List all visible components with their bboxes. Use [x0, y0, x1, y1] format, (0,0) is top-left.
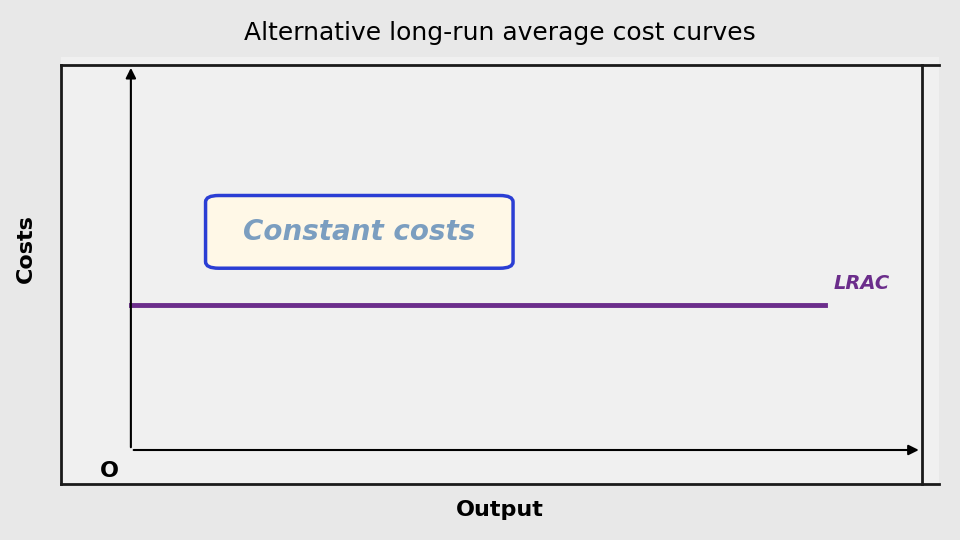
Text: Output: Output	[456, 500, 543, 520]
Text: O: O	[100, 461, 118, 481]
Text: Constant costs: Constant costs	[243, 218, 475, 246]
Text: LRAC: LRAC	[833, 274, 890, 293]
FancyBboxPatch shape	[205, 195, 513, 268]
Text: Costs: Costs	[15, 214, 36, 284]
Title: Alternative long-run average cost curves: Alternative long-run average cost curves	[244, 21, 756, 45]
